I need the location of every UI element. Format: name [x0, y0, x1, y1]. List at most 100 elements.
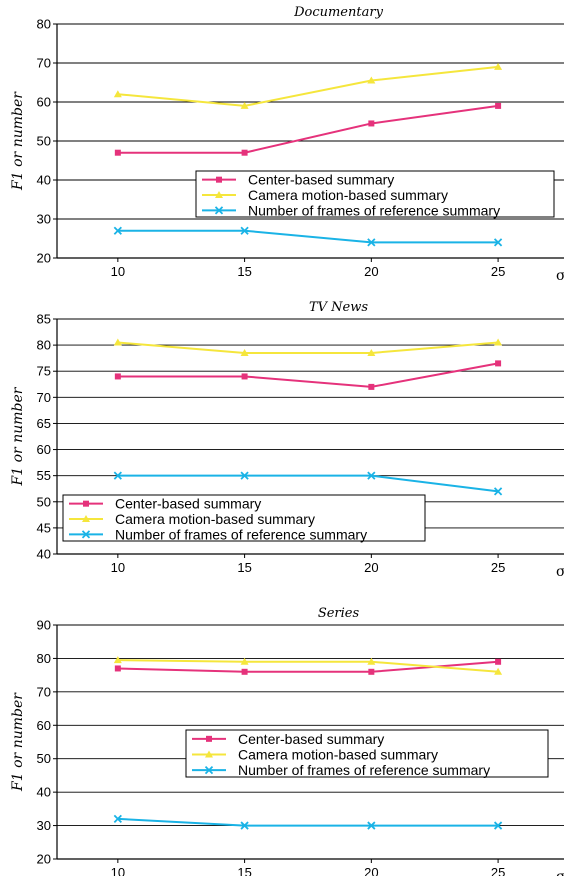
chart-1-series-3-line	[117, 229, 499, 244]
chart-3-legend-label: Number of frames of reference summary	[238, 762, 490, 778]
chart-2-series-1-line	[117, 362, 499, 388]
chart-3-xtick-label: 25	[491, 865, 505, 876]
chart-3-xlabel: σ	[556, 869, 564, 876]
chart-2-ytick-label: 85	[37, 312, 51, 327]
chart-2-series-3-line	[117, 474, 499, 493]
chart-1-series-1-point	[368, 120, 375, 127]
chart-2-series-1-point	[114, 373, 121, 380]
chart-1-series-1-point	[495, 102, 502, 109]
chart-1-ytick-label: 20	[37, 251, 51, 266]
chart-3-ylabel: F1 or number	[10, 692, 26, 792]
chart-3-legend-marker	[205, 750, 213, 758]
chart-3-legend-box	[185, 729, 549, 778]
chart-1-legend-box	[195, 170, 555, 218]
chart-2-xlabel: σ	[556, 564, 564, 580]
chart-2-xtick-label: 20	[364, 560, 378, 575]
chart-1-ytick-label: 40	[37, 173, 51, 188]
chart-2-series-2-point	[494, 338, 503, 346]
chart-3-ytick-label: 20	[37, 852, 51, 867]
chart-2-series-3-point	[493, 487, 503, 496]
chart-2-ylabel: F1 or number	[10, 386, 26, 486]
chart-3-ytick-label: 90	[37, 618, 51, 633]
chart-1-xtick-label: 10	[111, 264, 125, 279]
chart-2-xtick-label: 10	[111, 560, 125, 575]
chart-3-series-2	[113, 656, 503, 675]
chart-1-series-3-point	[240, 226, 249, 235]
chart-3-series-2-line	[117, 659, 499, 673]
chart-2-xtick-label: 25	[491, 560, 505, 575]
chart-2-series-1-point	[495, 360, 502, 367]
chart-3-ytick-label: 60	[37, 718, 51, 733]
chart-2-ytick-label: 40	[37, 547, 51, 562]
chart-2-series-3-point	[240, 471, 249, 480]
chart-1-series-1-point	[241, 149, 248, 156]
chart-1-ylabel: F1 or number	[10, 91, 26, 191]
chart-2-ytick-label: 45	[37, 520, 51, 535]
chart-3-series-3-line	[117, 817, 499, 827]
chart-1-xlabel: σ	[556, 268, 564, 284]
chart-3-series-3-point	[113, 814, 122, 824]
chart-1-series-1	[114, 102, 502, 156]
chart-2-legend-marker	[83, 500, 89, 507]
chart-2-ytick-label: 75	[37, 364, 51, 379]
chart-3-series-2-point	[240, 657, 249, 665]
chart-3-series-1-point	[495, 658, 502, 665]
chart-3-series-2-point	[494, 667, 503, 675]
chart-3-series-3-point	[367, 821, 376, 830]
chart-3-legend-marker	[204, 766, 214, 775]
chart-3-series-3-point	[240, 821, 249, 830]
chart-2-series-2-point	[113, 338, 122, 346]
chart-3-ytick-label: 80	[37, 651, 51, 666]
chart-2-ytick-label: 80	[37, 338, 51, 353]
chart-3-series-3-point	[493, 821, 503, 830]
chart-1-legend-label: Camera motion-based summary	[248, 187, 448, 203]
chart-2-ytick-label: 70	[37, 390, 51, 405]
chart-1-series-2-point	[113, 90, 122, 98]
chart-1-series-3-point	[493, 238, 503, 247]
chart-2-legend-marker	[81, 530, 91, 539]
chart-1-series-1-point	[114, 149, 121, 156]
chart-3-ytick-label: 40	[37, 785, 51, 800]
chart-2-series-1-point	[241, 373, 248, 380]
chart-2-legend-label: Camera motion-based summary	[115, 511, 315, 527]
chart-1-legend-marker	[215, 191, 223, 198]
chart-3-ytick-label: 30	[37, 818, 51, 833]
chart-1-series-2-point	[367, 76, 376, 84]
chart-1-series-3	[113, 226, 503, 247]
chart-2-ytick-label: 60	[37, 442, 51, 457]
chart-3-series-1-point	[114, 665, 121, 672]
chart-1-legend-label: Center-based summary	[248, 172, 394, 188]
chart-2: 40 45 50 55 60 65 70 75 80 85 10 15 20 25 TV News F1 or…	[10, 300, 564, 580]
chart-1-xtick-label: 15	[237, 264, 251, 279]
chart-3-ytick-label: 50	[37, 751, 51, 766]
chart-3-xtick-label: 10	[111, 865, 125, 876]
chart-2-title: TV News	[309, 300, 368, 315]
chart-1: 20 30 40 50 60 70 80 10 15 20 25 Documentary F1 or n…	[10, 5, 564, 284]
chart-3-legend-label: Center-based summary	[238, 731, 384, 747]
chart-2-ytick-label: 50	[37, 494, 51, 509]
chart-1-ytick-label: 70	[37, 56, 51, 71]
chart-1-legend-label: Number of frames of reference summary	[248, 202, 500, 218]
chart-2-series-2-point	[367, 348, 376, 356]
chart-3-series-2-point	[367, 657, 376, 665]
chart-2-series-2-line	[117, 341, 499, 354]
chart-1-title: Documentary	[293, 5, 383, 20]
chart-2-series-3-point	[367, 471, 376, 480]
chart-1-series-2-point	[240, 101, 249, 109]
chart-3-series-1-point	[368, 668, 375, 675]
chart-2-legend-marker	[82, 515, 90, 522]
chart-3-ytick-label: 70	[37, 684, 51, 699]
chart-1-ytick-label: 80	[37, 17, 51, 32]
chart-2-ytick-label: 65	[37, 416, 51, 431]
chart-3-legend-label: Camera motion-based summary	[238, 747, 438, 763]
chart-3-xtick-label: 20	[364, 865, 378, 876]
chart-2-legend-label: Center-based summary	[115, 496, 261, 512]
chart-2-series-2	[113, 338, 503, 356]
chart-2-series-1-point	[368, 383, 375, 390]
chart-3-title: Series	[318, 606, 360, 621]
chart-1-series-3-point	[113, 226, 122, 235]
